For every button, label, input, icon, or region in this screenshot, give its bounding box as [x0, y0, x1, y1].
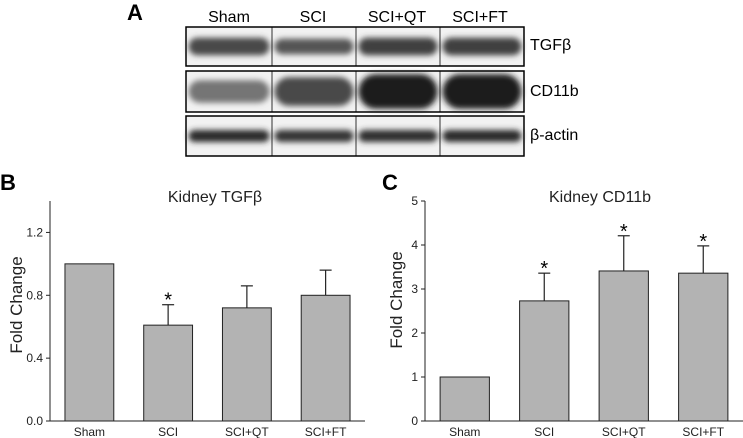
bar-sci-ft — [678, 272, 729, 422]
y-tick-label: 4 — [411, 238, 418, 252]
blot-row-cd11b — [185, 70, 525, 113]
blot-rows — [185, 26, 525, 157]
protein-label-beta-actin: β-actin — [530, 127, 578, 144]
y-tick-label: 0 — [411, 414, 418, 428]
bar-sham — [439, 376, 490, 422]
y-tick-label: 2 — [411, 326, 418, 340]
x-tick-label-sci-qt: SCI+QT — [602, 425, 646, 438]
x-tick-label-sci: SCI — [158, 425, 178, 438]
lane-label-sci: SCI — [300, 9, 327, 26]
blot-row-actin — [185, 115, 525, 157]
lane-label-sci-qt: SCI+QT — [368, 9, 426, 26]
bar-sci-qt — [221, 307, 272, 422]
blot-band — [358, 130, 438, 142]
significance-marker-sci-qt: * — [620, 221, 628, 243]
protein-label-cd11b: CD11b — [530, 83, 579, 100]
x-tick-label-sham: Sham — [74, 425, 105, 438]
western-blot-panel: A Sham SCI SCI+QT SCI+FT TGFβ CD11b β-ac… — [127, 0, 579, 157]
panel-letter-c: C — [382, 170, 398, 195]
significance-marker-sci: * — [540, 258, 548, 280]
y-axis-label-tgfb: Fold Change — [7, 256, 26, 353]
x-tick-label-sci-ft: SCI+FT — [682, 425, 724, 438]
bar-sci — [519, 300, 570, 422]
y-tick-label: 5 — [411, 194, 418, 208]
lane-label-sham: Sham — [208, 9, 250, 26]
cd11b-chart-panel: C Kidney CD11b Fold Change 0 1 2 3 4 5 Sham * SC… — [382, 170, 743, 438]
blot-band — [274, 38, 354, 55]
blot-band — [188, 37, 270, 56]
x-tick-label-sci-qt: SCI+QT — [225, 425, 269, 438]
blot-band — [442, 37, 522, 56]
protein-label-tgfb: TGFβ — [530, 37, 571, 54]
x-tick-label-sham: Sham — [449, 425, 480, 438]
bar-sham — [64, 263, 115, 422]
panel-letter-a: A — [127, 0, 143, 25]
blot-band — [274, 77, 354, 106]
y-axis-label-cd11b: Fold Change — [387, 251, 406, 348]
significance-marker-sci: * — [164, 290, 172, 312]
blot-band — [442, 130, 522, 142]
y-tick-label: 1 — [411, 370, 418, 384]
tgfb-chart-panel: B Kidney TGFβ Fold Change 0.0 0.4 0.8 1.2 Sh… — [0, 170, 365, 438]
panel-letter-b: B — [0, 170, 16, 195]
bar-sci-qt — [598, 270, 649, 422]
blot-row-tgf — [185, 26, 525, 67]
lane-label-sci-ft: SCI+FT — [452, 9, 508, 26]
blot-band — [274, 130, 354, 142]
cd11b-bar-chart: 0 1 2 3 4 5 Sham * SCI * SCI+QT * SCI+FT — [411, 194, 743, 438]
chart-title-cd11b: Kidney CD11b — [549, 189, 651, 206]
x-tick-label-sci-ft: SCI+FT — [305, 425, 347, 438]
blot-band — [188, 130, 270, 142]
chart-title-tgfb: Kidney TGFβ — [168, 189, 262, 206]
blot-band — [358, 37, 438, 56]
tgfb-bar-chart: 0.0 0.4 0.8 1.2 Sham * SCI SCI+QT SCI+FT — [26, 201, 365, 438]
blot-band — [442, 74, 522, 109]
y-tick-label: 3 — [411, 282, 418, 296]
bar-sci — [143, 324, 194, 422]
significance-marker-sci-ft: * — [699, 231, 707, 253]
y-tick-label: 0.4 — [26, 351, 43, 365]
x-tick-label-sci: SCI — [534, 425, 554, 438]
bar-sci-ft — [300, 294, 351, 422]
y-tick-label: 1.2 — [26, 225, 43, 239]
blot-band — [358, 74, 438, 109]
blot-band — [188, 80, 270, 103]
y-tick-label: 0.0 — [26, 414, 43, 428]
y-tick-label: 0.8 — [26, 288, 43, 302]
